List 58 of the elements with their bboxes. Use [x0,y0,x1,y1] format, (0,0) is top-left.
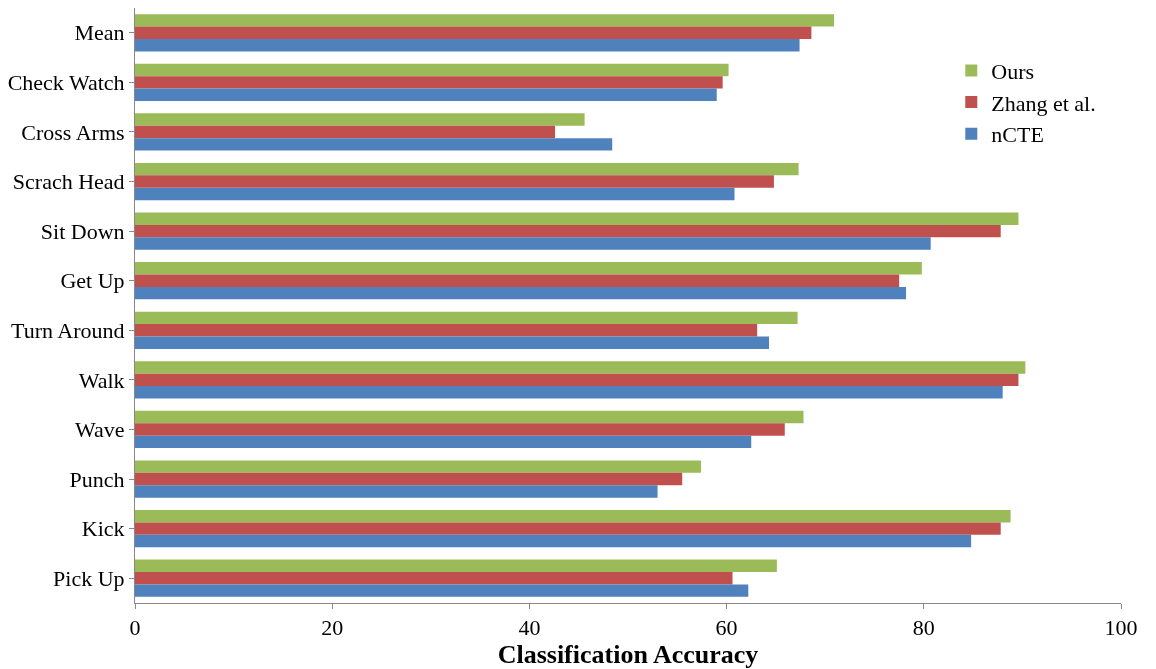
bar [135,522,1001,535]
bar [135,361,1026,374]
bar [135,76,723,89]
bar [135,88,717,101]
bar [135,224,1001,238]
x-axis-title: Classification Accuracy [497,640,759,669]
y-tick-label: Kick [81,516,125,542]
x-tick-label: 100 [1104,615,1138,641]
bar [135,63,729,77]
bar [135,26,812,39]
x-tick-label: 40 [518,615,541,641]
bar [135,410,804,424]
bar [135,559,777,573]
bar [135,460,701,473]
legend-label: Ours [991,59,1035,85]
x-tick-label: 20 [321,615,344,641]
y-tick-label: Walk [78,367,125,393]
y-tick-label: Get Up [60,268,125,294]
y-tick-label: Punch [69,466,125,492]
bar [135,175,774,188]
bar [135,423,785,436]
x-tick-label: 60 [715,615,738,641]
bar [135,14,835,27]
bar [135,38,800,52]
bar [135,125,556,139]
bar [135,324,758,337]
bar [135,572,733,585]
bar [135,510,1011,523]
bar [135,113,585,126]
bar [135,138,613,151]
y-tick-label: Scrach Head [12,169,125,195]
bar [135,386,1003,399]
bar [135,212,1019,225]
bar [135,286,907,300]
y-tick-label: Cross Arms [21,119,125,145]
y-tick-label: Turn Around [11,317,125,343]
bar [135,237,931,250]
bar [135,262,922,275]
y-tick-label: Mean [74,20,125,46]
bar [135,187,735,201]
y-tick-label: Wave [75,417,125,443]
bar [135,336,769,349]
bar [135,472,683,486]
x-tick-label: 80 [912,615,935,641]
y-tick-label: Check Watch [7,70,125,96]
bar [135,311,798,325]
legend-label: nCTE [991,122,1044,148]
y-tick-label: Pick Up [53,565,125,591]
bar [135,485,658,498]
bar [135,373,1019,387]
x-tick-label: 0 [129,615,141,641]
bar [135,435,752,449]
bar [135,584,749,597]
legend-label: Zhang et al. [991,90,1096,116]
y-tick-label: Sit Down [40,218,125,244]
bar [135,274,900,287]
bar [135,162,799,176]
bar [135,534,972,548]
